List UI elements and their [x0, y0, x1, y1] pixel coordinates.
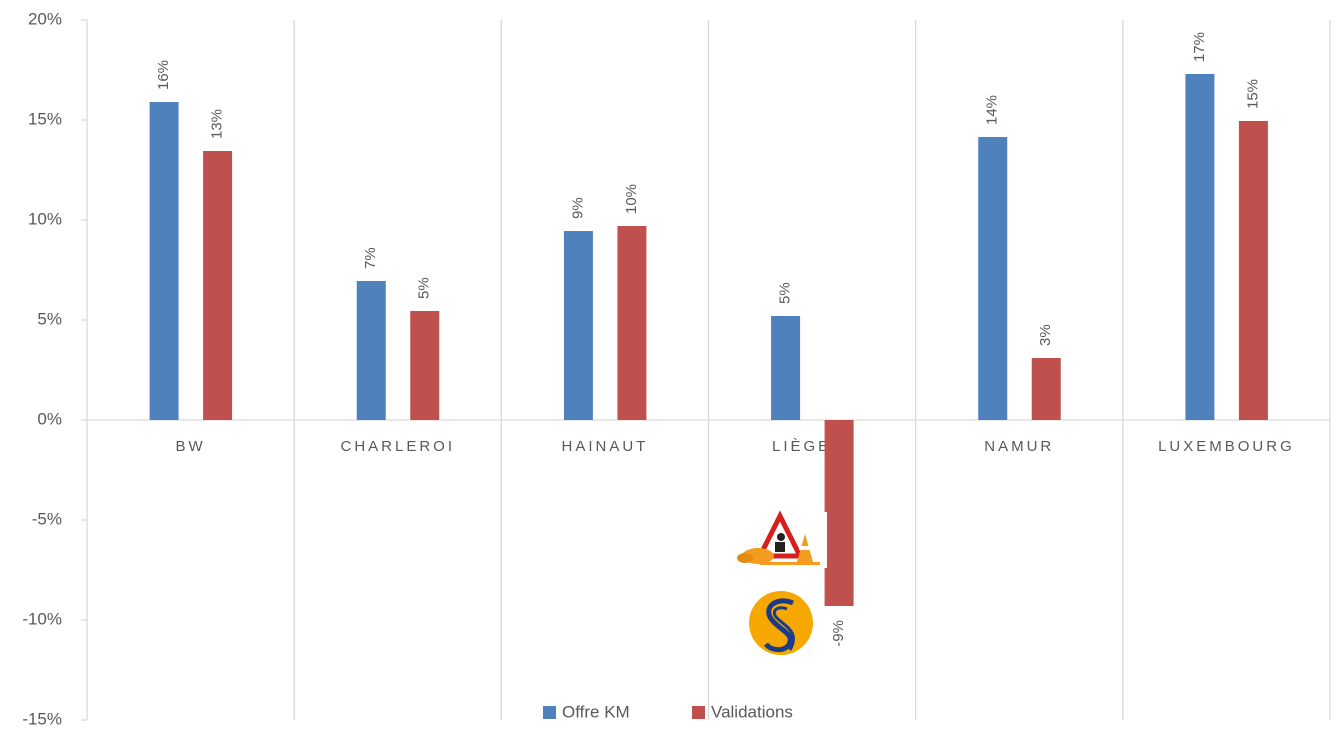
bar [1031, 358, 1061, 420]
y-tick-label: 20% [28, 9, 62, 28]
value-label: 3% [1037, 324, 1054, 346]
value-label: -9% [830, 620, 847, 647]
legend-swatch [543, 706, 556, 719]
logo-icon [749, 591, 813, 655]
value-label: 10% [623, 184, 640, 214]
bar [771, 316, 801, 420]
y-tick-label: -15% [22, 709, 62, 728]
bar [203, 151, 233, 420]
x-tick-label: LUXEMBOURG [1158, 438, 1295, 455]
value-label: 7% [362, 247, 379, 269]
y-tick-label: 0% [37, 409, 62, 428]
x-tick-label: HAINAUT [561, 438, 648, 455]
legend-label: Offre KM [562, 702, 630, 721]
y-tick-label: 10% [28, 209, 62, 228]
icons [735, 510, 827, 655]
bar [824, 420, 854, 606]
bar [1185, 74, 1215, 420]
legend-label: Validations [711, 702, 793, 721]
bar [563, 231, 593, 420]
legend-swatch [692, 706, 705, 719]
value-label: 5% [777, 282, 794, 304]
x-tick-label: BW [175, 438, 205, 455]
value-label: 5% [416, 277, 433, 299]
value-label: 13% [209, 109, 226, 139]
bar [149, 102, 179, 420]
y-tick-label: -5% [32, 509, 62, 528]
roadwork-icon [735, 510, 827, 568]
bar [356, 281, 386, 420]
value-label: 15% [1244, 79, 1261, 109]
value-label: 16% [155, 60, 172, 90]
value-label: 14% [984, 95, 1001, 125]
bar [978, 137, 1008, 420]
value-label: 17% [1191, 32, 1208, 62]
bar [617, 226, 647, 420]
x-tick-label: NAMUR [984, 438, 1054, 455]
y-tick-label: 5% [37, 309, 62, 328]
value-label: 9% [569, 197, 586, 219]
bar [1238, 121, 1268, 420]
y-tick-label: 15% [28, 109, 62, 128]
bar [410, 311, 440, 420]
x-tick-label: CHARLEROI [340, 438, 455, 455]
y-tick-label: -10% [22, 609, 62, 628]
